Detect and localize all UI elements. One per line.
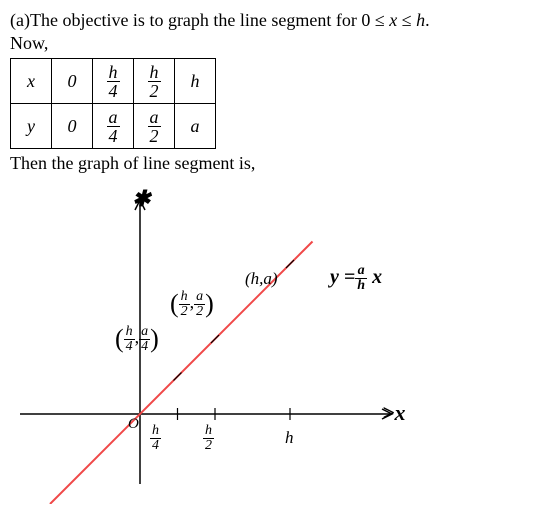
cell: a [175,104,216,149]
graph-svg [10,184,440,504]
origin-label: O [128,416,139,433]
point-label-3: (h,a) [245,269,278,289]
row-head-y: y [11,104,52,149]
now-text: Now, [10,33,542,54]
equation-label: y =ah x [330,264,382,293]
xtick-2: h2 [203,424,214,453]
y-axis-dagger: ✱ [132,186,150,212]
row-head-x: x [11,59,52,104]
xtick-1: h4 [150,424,161,453]
cell: h [175,59,216,104]
cell: 0 [52,59,93,104]
then-text: Then the graph of line segment is, [10,153,542,174]
cell: a2 [134,104,175,149]
point-label-1: (h4,a4) [115,324,159,354]
table-row: x 0 h4 h2 h [11,59,216,104]
line1-post: . [425,10,430,30]
line1-pre: (a)The objective is to graph the line se… [10,10,389,30]
objective-text: (a)The objective is to graph the line se… [10,10,542,31]
var-h: h [416,10,425,30]
table-row: y 0 a4 a2 a [11,104,216,149]
cell: a4 [93,104,134,149]
xtick-3: h [285,428,294,448]
value-table: x 0 h4 h2 h y 0 a4 a2 a [10,58,216,149]
cell: h2 [134,59,175,104]
cell: 0 [52,104,93,149]
line1-mid: ≤ [397,10,416,30]
cell: h4 [93,59,134,104]
point-label-2: (h2,a2) [170,289,214,319]
x-axis-label: >x [382,400,406,426]
graph: ✱ (h4,a4) (h2,a2) (h,a) y =ah x >x O h4 … [10,184,440,504]
